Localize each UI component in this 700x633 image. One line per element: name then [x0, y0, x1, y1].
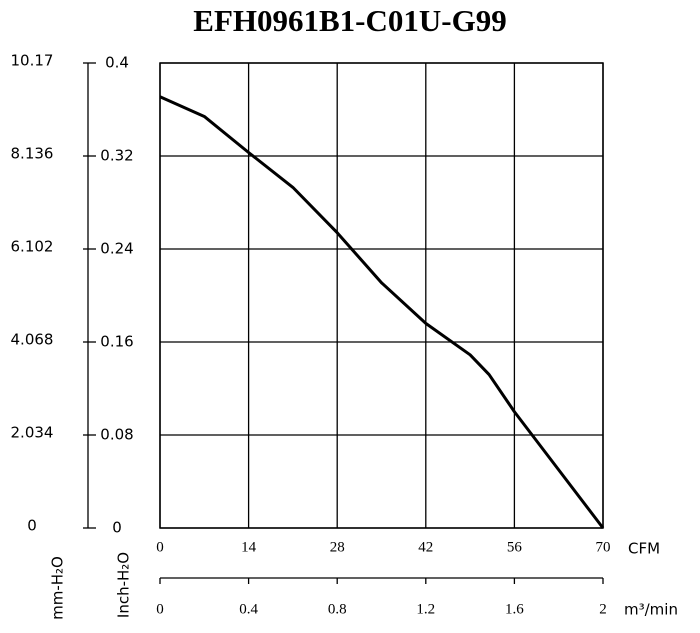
y-tick-label: 0.08: [100, 426, 133, 444]
x2-tick-label: 0: [156, 601, 164, 617]
y-tick-label: 0.24: [100, 240, 133, 258]
y2-tick-label: 4.068: [11, 331, 54, 349]
x-tick-label: 14: [241, 539, 257, 555]
curve: [159, 95, 605, 529]
x-tick-label: 42: [418, 539, 433, 555]
y-tick-label: 0.16: [100, 333, 133, 351]
y-tick-label: 0.32: [100, 147, 133, 165]
x2-tick-label: 2: [599, 601, 607, 617]
y2-tick-label: 10.17: [11, 52, 54, 70]
y2-tick-label: 6.102: [11, 238, 54, 256]
y-tick-label: 0.4: [105, 54, 129, 72]
y2-tick-label: 0: [27, 517, 37, 535]
x-tick-label: 0: [156, 539, 164, 555]
y-tick-label: 0: [112, 519, 122, 537]
x2-tick-label: 0.4: [239, 601, 258, 617]
x2-tick-label: 1.2: [416, 601, 435, 617]
y-axis-label: Inch-H₂O: [115, 552, 133, 618]
y2-axis-label: mm-H₂O: [49, 556, 67, 620]
x2-tick-label: 1.6: [505, 601, 524, 617]
x-axis-label: CFM: [628, 540, 660, 558]
chart-title: EFH0961B1-C01U-G99: [193, 3, 506, 38]
y2-tick-label: 8.136: [11, 145, 54, 163]
x-tick-label: 28: [330, 539, 345, 555]
x-tick-label: 70: [596, 539, 611, 555]
x2-axis-label: m³/min: [624, 601, 678, 619]
x2-tick-label: 0.8: [328, 601, 347, 617]
y2-tick-label: 2.034: [11, 424, 54, 442]
x-tick-label: 56: [507, 539, 523, 555]
